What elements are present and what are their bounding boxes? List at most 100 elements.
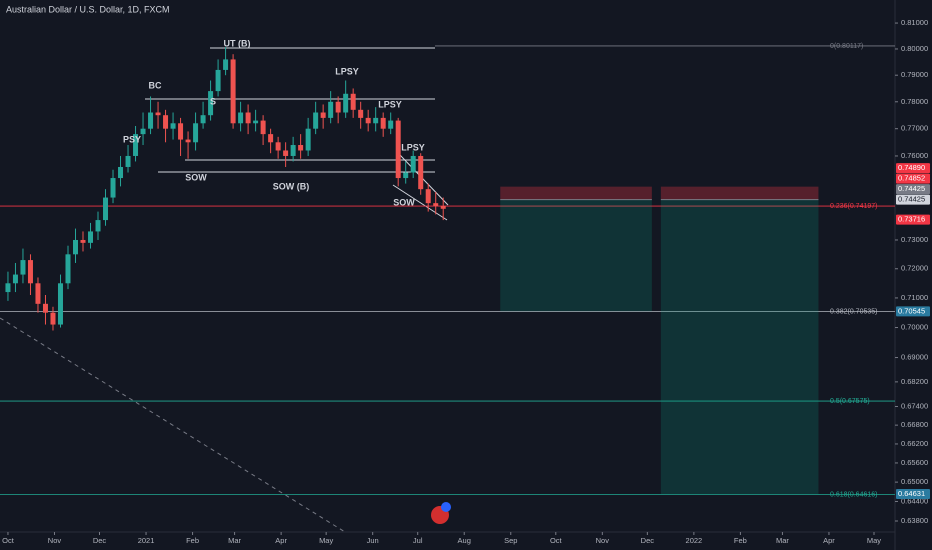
trend-line bbox=[0, 317, 346, 533]
y-tick-label: 0.77000 bbox=[901, 124, 928, 133]
candle-body bbox=[57, 283, 63, 325]
x-tick-label: Nov bbox=[48, 536, 62, 545]
candle-body bbox=[290, 145, 296, 156]
price-badge-label: 0.74890 bbox=[898, 163, 925, 172]
annotation: BC bbox=[149, 80, 162, 90]
price-badge-label: 0.73716 bbox=[898, 215, 925, 224]
y-tick-label: 0.72000 bbox=[901, 264, 928, 273]
candle-body bbox=[133, 134, 139, 156]
y-tick-label: 0.79000 bbox=[901, 70, 928, 79]
annotation: PSY bbox=[123, 134, 141, 144]
y-tick-label: 0.66200 bbox=[901, 439, 928, 448]
annotation: LPSY bbox=[401, 142, 425, 152]
candle-body bbox=[20, 260, 26, 275]
candle-body bbox=[140, 128, 146, 135]
candle-body bbox=[178, 123, 184, 140]
candle-body bbox=[440, 205, 446, 209]
candle-body bbox=[245, 112, 251, 124]
candle-body bbox=[215, 69, 221, 92]
x-tick-label: Oct bbox=[2, 536, 15, 545]
candle-body bbox=[65, 254, 71, 284]
y-tick-label: 0.66800 bbox=[901, 420, 928, 429]
candle-body bbox=[80, 239, 86, 243]
annotation: S bbox=[210, 96, 216, 106]
annotation: SOW bbox=[185, 172, 207, 182]
price-badge-label: 0.70545 bbox=[898, 306, 925, 315]
candle-body bbox=[208, 91, 214, 116]
candle-body bbox=[110, 178, 116, 198]
y-tick-label: 0.65600 bbox=[901, 458, 928, 467]
x-tick-label: 2021 bbox=[138, 536, 155, 545]
candle-body bbox=[380, 117, 386, 129]
x-tick-label: Mar bbox=[776, 536, 789, 545]
fib-label: 0.382(0.70535) bbox=[830, 308, 877, 315]
y-tick-label: 0.70000 bbox=[901, 323, 928, 332]
candle-body bbox=[50, 312, 56, 325]
price-badge bbox=[896, 306, 930, 317]
x-tick-label: Dec bbox=[641, 536, 655, 545]
candle-body bbox=[410, 155, 416, 173]
candle-body bbox=[373, 117, 379, 124]
fib-label: 0.5(0.67575) bbox=[830, 398, 870, 405]
candle-body bbox=[230, 59, 236, 124]
fib-label: 0.236(0.74197) bbox=[830, 203, 877, 210]
candle-body bbox=[95, 220, 101, 232]
y-tick-label: 0.80000 bbox=[901, 44, 928, 53]
x-tick-label: Apr bbox=[823, 536, 835, 545]
candle-body bbox=[418, 155, 424, 190]
candle-body bbox=[155, 112, 161, 116]
stop-zone bbox=[500, 186, 652, 200]
chart-title: Australian Dollar / U.S. Dollar, 1D, FXC… bbox=[6, 4, 170, 14]
annotation: LPSY bbox=[378, 99, 402, 109]
candle-body bbox=[313, 112, 319, 129]
y-tick-label: 0.67400 bbox=[901, 401, 928, 410]
fib-label: 0(0.80117) bbox=[830, 43, 863, 50]
candle-body bbox=[238, 112, 244, 124]
channel-line bbox=[399, 154, 449, 206]
y-tick-label: 0.78000 bbox=[901, 97, 928, 106]
y-tick-label: 0.81000 bbox=[901, 18, 928, 27]
candle-body bbox=[328, 101, 334, 118]
candle-body bbox=[365, 117, 371, 124]
price-badge-label: 0.74425 bbox=[898, 184, 925, 193]
candle-body bbox=[12, 274, 18, 284]
candle-body bbox=[200, 115, 206, 124]
x-tick-label: May bbox=[319, 536, 333, 545]
fib-label: 0.618(0.64616) bbox=[830, 491, 877, 498]
candle-body bbox=[42, 303, 48, 313]
x-tick-label: Dec bbox=[93, 536, 107, 545]
y-tick-label: 0.76000 bbox=[901, 151, 928, 160]
candle-body bbox=[283, 150, 289, 156]
candle-body bbox=[433, 203, 439, 206]
y-tick-label: 0.65000 bbox=[901, 477, 928, 486]
candle-body bbox=[72, 239, 78, 255]
candle-body bbox=[185, 139, 191, 143]
x-tick-label: Aug bbox=[458, 536, 471, 545]
candle-body bbox=[118, 166, 124, 179]
candle-body bbox=[148, 112, 154, 129]
candle-body bbox=[395, 120, 401, 179]
candle-body bbox=[170, 123, 176, 129]
y-tick-label: 0.68200 bbox=[901, 377, 928, 386]
x-tick-label: Feb bbox=[186, 536, 199, 545]
y-tick-label: 0.71000 bbox=[901, 293, 928, 302]
candle-body bbox=[163, 115, 169, 129]
price-badge bbox=[896, 194, 930, 205]
y-tick-label: 0.63800 bbox=[901, 516, 928, 525]
y-tick-label: 0.69000 bbox=[901, 353, 928, 362]
x-tick-label: Jul bbox=[413, 536, 423, 545]
y-tick-label: 0.64400 bbox=[901, 496, 928, 505]
candle-body bbox=[343, 93, 349, 113]
candle-body bbox=[193, 123, 199, 143]
candle-body bbox=[425, 189, 431, 204]
candle-body bbox=[305, 128, 311, 151]
price-badge bbox=[896, 163, 930, 174]
candle-body bbox=[88, 231, 94, 243]
candle-body bbox=[350, 93, 356, 110]
annotation: LPSY bbox=[335, 66, 359, 76]
candle-body bbox=[320, 112, 326, 118]
candle-body bbox=[335, 101, 341, 113]
price-badge-label: 0.74852 bbox=[898, 174, 925, 183]
